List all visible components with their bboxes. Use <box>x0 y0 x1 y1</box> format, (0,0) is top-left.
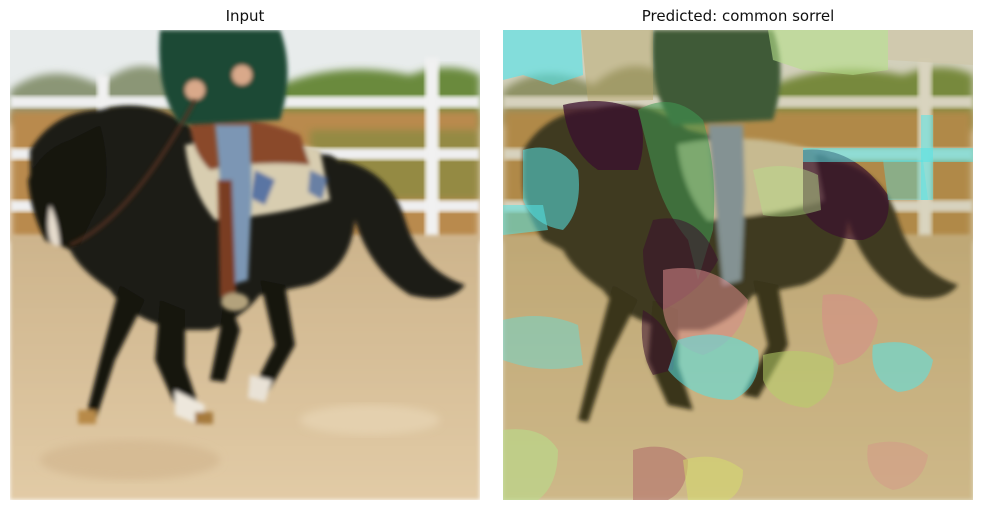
segment-lightgreen-saddle <box>753 166 821 217</box>
segment-pink-bottomright <box>867 441 928 490</box>
segment-cyan-fence-2 <box>503 205 548 235</box>
segment-cyan-fence-5 <box>883 160 928 200</box>
segment-olive-center <box>763 351 834 408</box>
segment-cyan-fence-4 <box>921 115 933 200</box>
segment-tan-top <box>581 30 653 102</box>
segment-olive-bottom <box>683 456 743 500</box>
segment-darkpurple-horse-1 <box>563 101 643 170</box>
segmentation-overlay-photo <box>503 30 973 500</box>
segment-gray-topright <box>888 30 973 65</box>
horse-photo <box>10 30 480 500</box>
segment-lightgreen-bottomleft <box>503 429 558 500</box>
segment-cyan-topleft <box>503 30 583 85</box>
input-image <box>10 30 480 500</box>
segment-cyan-lower-right <box>872 342 933 392</box>
prediction-panel-title: Predicted: common sorrel <box>641 7 835 25</box>
segment-cyan-lower-center <box>668 334 759 400</box>
prediction-image <box>503 30 973 500</box>
segment-lightgreen-top <box>768 30 888 75</box>
segment-cyan-lower-left <box>503 316 583 369</box>
segment-pink-middle <box>663 268 748 355</box>
segment-pink-right <box>822 294 878 365</box>
segment-darkpurple-horse-4 <box>641 310 674 375</box>
segment-pink-bottom <box>633 446 688 500</box>
segment-cyan-fence-3 <box>803 148 973 162</box>
segment-darkpurple-horse-3 <box>643 218 718 310</box>
segment-darkpurple-horse-2 <box>803 149 889 240</box>
input-panel-title: Input <box>225 7 265 25</box>
